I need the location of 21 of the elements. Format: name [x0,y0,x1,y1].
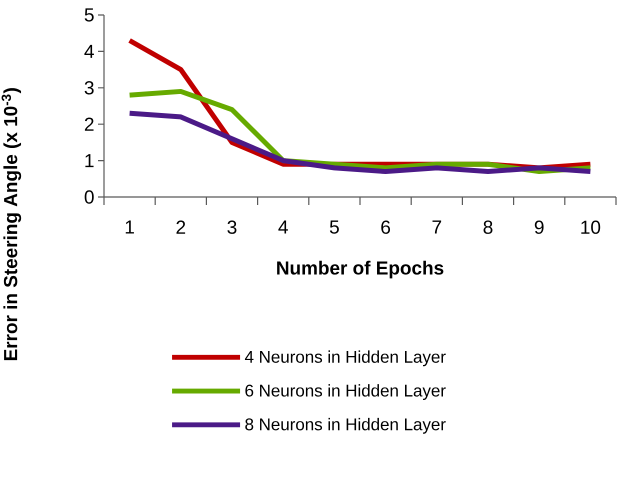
y-axis-title: Error in Steering Angle (x 10$^{-3}$) [2,88,22,360]
y-tick-label: 4 [84,44,94,58]
x-tick-label: 5 [330,220,339,234]
x-tick-label: 3 [227,220,236,234]
x-axis-title: Number of Epochs [277,260,444,278]
x-tick-label: 6 [381,220,390,234]
y-tick-label: 2 [84,118,94,131]
y-tick-label: 1 [85,154,94,168]
y-tick-label: 5 [84,8,94,22]
x-tick-label: 1 [126,220,134,234]
x-tick-label: 2 [176,220,186,234]
y-tick-label: 3 [84,81,94,95]
x-tick-label: 8 [484,220,492,234]
x-tick-label: 9 [534,220,544,234]
x-tick-label: 10 [581,220,600,234]
x-tick-label: 4 [278,220,288,234]
x-tick-label: 7 [432,220,442,234]
y-tick-label: 0 [84,190,94,204]
legend-label: 6 Neurons in Hidden Layer [245,384,446,400]
legend-label: 8 Neurons in Hidden Layer [245,418,446,434]
legend-label: 4 Neurons in Hidden Layer [244,350,446,366]
